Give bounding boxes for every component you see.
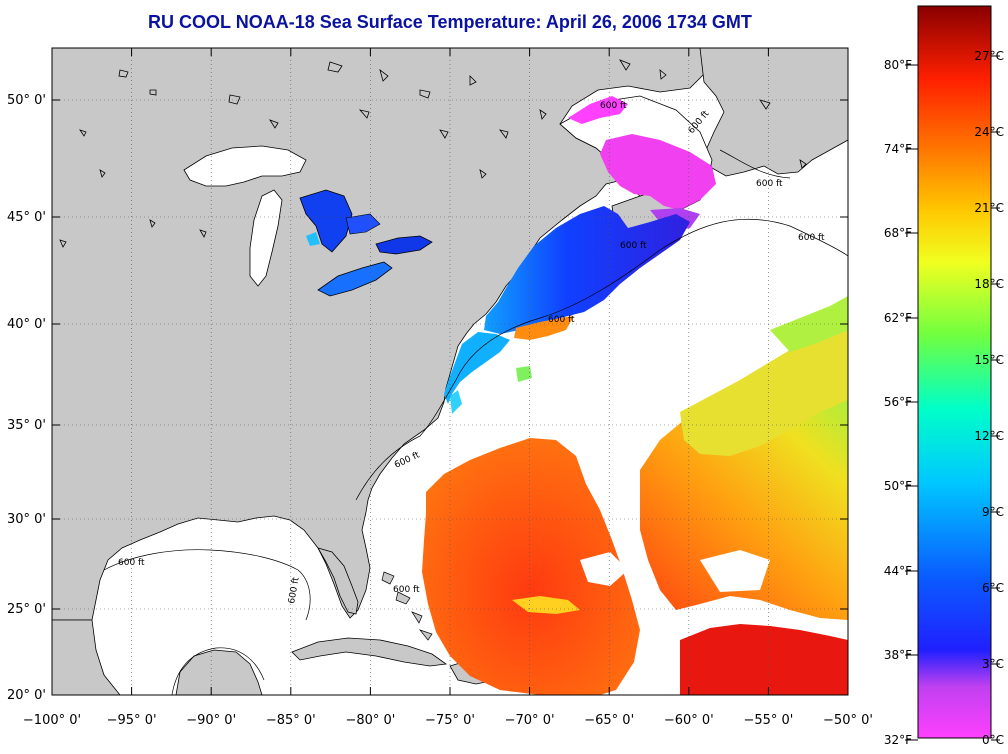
lon-tick-label: −65° 0' <box>584 713 634 728</box>
svg-text:600 ft: 600 ft <box>118 558 145 568</box>
lake-erie <box>317 261 393 297</box>
lat-tick-label: 40° 0' <box>7 317 46 332</box>
sst-gulf-of-maine <box>484 206 690 334</box>
florida-land <box>317 547 359 615</box>
colorbar-f-label: 32°F <box>884 733 912 747</box>
sst-southeast-red <box>680 624 848 695</box>
colorbar-f-label: 38°F <box>884 648 912 662</box>
sst-cloud-gap <box>700 550 770 592</box>
colorbar-f-label: 62°F <box>884 311 912 325</box>
colorbar-c-label: 12°C <box>974 429 1004 443</box>
colorbar-f-label: 68°F <box>884 226 912 240</box>
colorbar-fahrenheit-labels: 80°F 74°F 68°F 62°F 56°F 50°F 44°F 38°F 32°F <box>884 58 918 747</box>
svg-text:600 ft: 600 ft <box>287 576 302 604</box>
sst-cloud-gap-2 <box>580 552 628 586</box>
sst-shelf-cyan <box>450 390 462 414</box>
lon-tick-label: −70° 0' <box>505 713 555 728</box>
lake-superior <box>183 145 307 187</box>
lon-tick-label: −85° 0' <box>266 713 316 728</box>
lat-tick-label: 20° 0' <box>7 688 46 703</box>
lon-tick-label: −55° 0' <box>743 713 793 728</box>
colorbar-c-label: 3°C <box>982 657 1004 671</box>
svg-text:600 ft: 600 ft <box>548 315 575 325</box>
lat-tick-label: 50° 0' <box>7 93 46 108</box>
sst-st-lawrence <box>568 96 628 124</box>
lon-tick-label: −50° 0' <box>823 713 873 728</box>
colorbar-c-label: 15°C <box>974 353 1004 367</box>
newfoundland-land <box>699 48 848 177</box>
bahamas-islands <box>381 571 433 641</box>
colorbar-c-label: 6°C <box>982 581 1004 595</box>
svg-text:600 ft: 600 ft <box>393 585 420 595</box>
lon-tick-label: −80° 0' <box>345 713 395 728</box>
colorbar-celsius-labels: 27°C 24°C 21°C 18°C 15°C 12°C 9°C 6°C 3°C 0°C <box>974 49 1004 747</box>
sst-east-yellow <box>680 300 848 456</box>
sst-slope-orange <box>514 316 574 340</box>
colorbar-c-label: 18°C <box>974 277 1004 291</box>
isobath-lines <box>103 149 848 695</box>
sst-mid-atlantic-bight <box>444 332 510 404</box>
lake-huron <box>299 189 353 253</box>
lon-tick-label: −60° 0' <box>664 713 714 728</box>
lon-tick-label: −90° 0' <box>186 713 236 728</box>
lat-tick-label: 45° 0' <box>7 210 46 225</box>
yucatan-land <box>175 649 263 695</box>
colorbar-c-label: 0°C <box>982 733 1004 747</box>
colorbar-f-label: 50°F <box>884 479 912 493</box>
lon-tick-label: −75° 0' <box>425 713 475 728</box>
colorbar-f-label: 56°F <box>884 395 912 409</box>
map-title: RU COOL NOAA-18 Sea Surface Temperature:… <box>148 12 752 32</box>
latitude-labels: 50° 0' 45° 0' 40° 0' 35° 0' 30° 0' 25° 0' 20° … <box>7 93 848 703</box>
northern-lakes <box>59 59 807 248</box>
lat-tick-label: 30° 0' <box>7 512 46 527</box>
colorbar-bar <box>917 5 992 739</box>
svg-text:600 ft: 600 ft <box>620 241 647 251</box>
lon-tick-label: −95° 0' <box>107 713 157 728</box>
sst-gulf-magenta <box>600 134 716 210</box>
lake-michigan <box>249 189 283 287</box>
sst-warm-patch-green <box>516 366 532 382</box>
colorbar-f-label: 80°F <box>884 58 912 72</box>
graticule <box>52 48 848 695</box>
colorbar-c-label: 21°C <box>974 201 1004 215</box>
georgian-bay <box>345 213 381 235</box>
colorbar-c-label: 9°C <box>982 505 1004 519</box>
lat-tick-label: 35° 0' <box>7 418 46 433</box>
colorbar-c-label: 27°C <box>974 49 1004 63</box>
lake-ontario <box>375 235 433 255</box>
sst-south-warm <box>422 438 640 695</box>
colorbar-c-label: 24°C <box>974 125 1004 139</box>
colorbar-f-label: 74°F <box>884 142 912 156</box>
lon-tick-label: −100° 0' <box>23 713 81 728</box>
svg-text:600 ft: 600 ft <box>756 179 783 189</box>
lake-huron-shallow <box>306 232 320 246</box>
cuba-land <box>291 637 448 667</box>
sst-south-yellow-band <box>512 596 580 614</box>
mexico-land <box>52 619 121 695</box>
colorbar-f-label: 44°F <box>884 564 912 578</box>
svg-text:600 ft: 600 ft <box>798 233 825 243</box>
svg-text:600 ft: 600 ft <box>600 101 627 111</box>
longitude-labels: −100° 0' −95° 0' −90° 0' −85° 0' −80° 0' −75°… <box>23 48 873 728</box>
lat-tick-label: 25° 0' <box>7 602 46 617</box>
